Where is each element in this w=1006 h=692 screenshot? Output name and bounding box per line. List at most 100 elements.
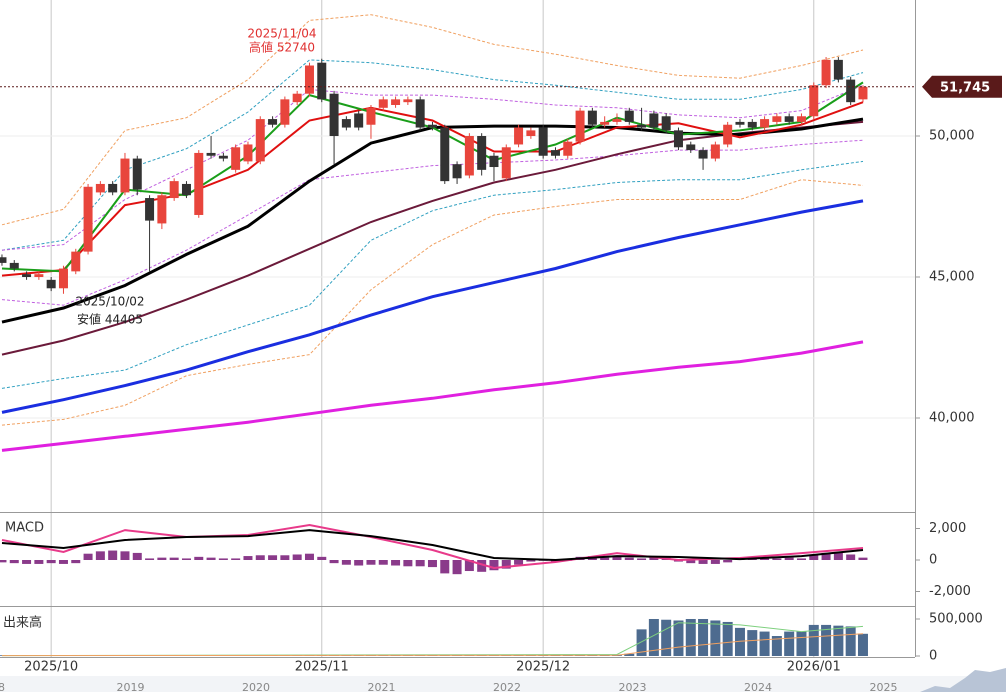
candle-body bbox=[329, 93, 339, 137]
candle-body bbox=[268, 119, 278, 125]
navigator-area bbox=[920, 668, 1006, 692]
macd-bar bbox=[231, 558, 241, 560]
candle-body bbox=[501, 147, 511, 179]
candle-body bbox=[34, 274, 44, 278]
volume-bar bbox=[808, 624, 819, 656]
volume-bar bbox=[648, 618, 659, 656]
macd-bar bbox=[612, 556, 622, 560]
indicator-line bbox=[1, 84, 864, 251]
macd-bar bbox=[108, 550, 118, 560]
candle-body bbox=[612, 119, 622, 122]
volume-bar bbox=[734, 627, 745, 656]
volume-bar bbox=[661, 619, 672, 656]
y-tick-label: 55,000 bbox=[929, 0, 975, 3]
navigator-label: 2023 bbox=[619, 681, 647, 692]
candle-body bbox=[673, 130, 683, 148]
candle-body bbox=[403, 99, 413, 103]
candle-body bbox=[391, 99, 401, 105]
macd-bar bbox=[0, 560, 7, 563]
candle-body bbox=[71, 251, 81, 272]
macd-bar bbox=[157, 557, 167, 560]
macd-bar bbox=[83, 553, 93, 560]
indicator-line bbox=[1, 59, 864, 251]
candle-body bbox=[784, 116, 794, 122]
candle-body bbox=[415, 99, 425, 128]
macd-bar bbox=[46, 560, 56, 564]
candle-body bbox=[587, 110, 597, 125]
candle-body bbox=[132, 158, 142, 190]
candle-body bbox=[304, 65, 314, 94]
macd-bar bbox=[809, 554, 819, 560]
macd-bar bbox=[821, 552, 831, 560]
volume-bar bbox=[747, 630, 758, 656]
volume-bar bbox=[845, 626, 856, 656]
indicator-line bbox=[1, 529, 864, 562]
indicator-line bbox=[1, 633, 864, 657]
candle-body bbox=[243, 144, 253, 162]
candle-body bbox=[206, 152, 216, 156]
indicator-line bbox=[1, 14, 864, 226]
annotation-date: 2025/10/02 bbox=[75, 295, 144, 309]
volume-bar bbox=[796, 631, 807, 656]
volume-bar bbox=[685, 618, 696, 656]
candle-body bbox=[317, 62, 327, 100]
annotation-text: 高値 52740 bbox=[249, 40, 315, 55]
macd-bar bbox=[710, 560, 720, 564]
macd-bar bbox=[280, 555, 290, 560]
candle-body bbox=[514, 127, 524, 145]
macd-bar bbox=[452, 560, 462, 575]
candle-body bbox=[846, 79, 856, 103]
candle-body bbox=[427, 124, 437, 128]
volume-bar bbox=[722, 621, 733, 656]
candle-body bbox=[108, 183, 118, 193]
candle-body bbox=[464, 136, 474, 176]
candle-body bbox=[563, 141, 573, 156]
volume-bar bbox=[771, 636, 782, 656]
last-price-label: 51,745 bbox=[940, 80, 990, 95]
candle-body bbox=[477, 136, 487, 170]
volume-bar bbox=[636, 629, 647, 656]
candle-body bbox=[833, 59, 843, 80]
volume-bar bbox=[673, 620, 684, 656]
macd-bar bbox=[366, 560, 376, 565]
candle-body bbox=[95, 183, 105, 193]
candle-body bbox=[46, 279, 56, 289]
candle-body bbox=[145, 198, 155, 221]
y-tick-label: 0 bbox=[929, 553, 937, 568]
candle-body bbox=[526, 130, 536, 137]
macd-bar bbox=[489, 560, 499, 571]
macd-bar bbox=[440, 560, 450, 574]
candle-body bbox=[366, 107, 376, 125]
macd-bar bbox=[501, 560, 511, 569]
macd-bar bbox=[194, 556, 204, 560]
macd-bar bbox=[649, 556, 659, 560]
candle-body bbox=[735, 121, 745, 125]
volume-bar bbox=[698, 618, 709, 656]
indicator-line bbox=[1, 160, 864, 389]
macd-bar bbox=[255, 555, 265, 560]
macd-bar bbox=[329, 560, 339, 564]
macd-bar bbox=[686, 560, 696, 564]
candle-body bbox=[637, 124, 647, 128]
macd-bar bbox=[477, 560, 487, 572]
macd-bar bbox=[145, 558, 155, 560]
candle-body bbox=[169, 181, 179, 199]
candle-body bbox=[120, 158, 130, 193]
macd-bar bbox=[304, 553, 314, 560]
candle-body bbox=[354, 113, 364, 128]
y-tick-label: 2,000 bbox=[929, 521, 966, 536]
candle-body bbox=[600, 121, 610, 125]
navigator[interactable] bbox=[0, 676, 1006, 692]
macd-bar bbox=[218, 558, 228, 560]
navigator-label: 2022 bbox=[493, 681, 521, 692]
macd-bar bbox=[526, 560, 536, 562]
candle-body bbox=[452, 164, 462, 179]
volume-bar bbox=[821, 624, 832, 656]
y-tick-label: -2,000 bbox=[929, 584, 971, 599]
candle-body bbox=[723, 124, 733, 145]
macd-bar bbox=[378, 560, 388, 565]
candle-body bbox=[575, 110, 585, 142]
candle-body bbox=[538, 127, 548, 156]
